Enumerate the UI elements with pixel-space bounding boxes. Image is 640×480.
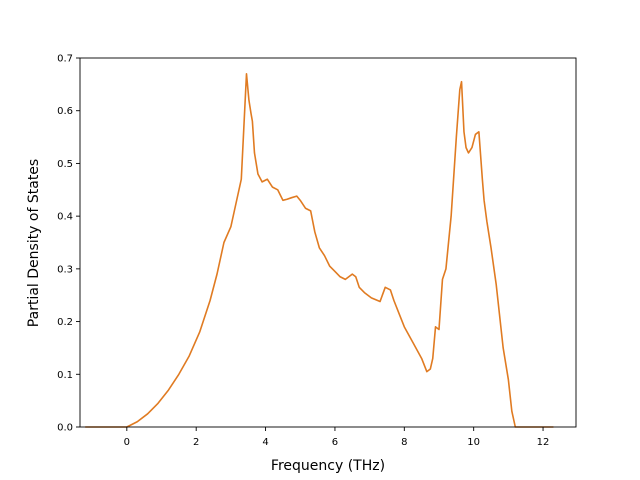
axes-frame — [79, 57, 577, 428]
y-axis-label: Partial Density of States — [26, 159, 42, 327]
plot-area — [79, 57, 577, 428]
series-line — [85, 73, 554, 428]
x-axis-label: Frequency (THz) — [271, 458, 385, 474]
x-tick-label: 12 — [537, 437, 550, 448]
y-tick-label: 0.3 — [57, 264, 73, 275]
y-tick-label: 0.0 — [57, 423, 73, 434]
x-tick-label: 4 — [262, 437, 268, 448]
y-tick-label: 0.6 — [57, 106, 73, 117]
x-tick-label: 2 — [193, 437, 199, 448]
y-tick-label: 0.2 — [57, 317, 73, 328]
y-tick-label: 0.4 — [57, 212, 73, 223]
x-tick-label: 8 — [401, 437, 407, 448]
y-tick-label: 0.5 — [57, 159, 73, 170]
x-tick-label: 0 — [124, 437, 130, 448]
x-tick-label: 10 — [467, 437, 480, 448]
axis-ticks: 0 2 4 6 8 10 12 0.0 0.1 0.2 0.3 0.4 0.5 0.6 0.7 — [57, 54, 549, 449]
y-tick-label: 0.1 — [57, 370, 73, 381]
x-tick-label: 6 — [332, 437, 338, 448]
y-tick-label: 0.7 — [57, 54, 73, 65]
